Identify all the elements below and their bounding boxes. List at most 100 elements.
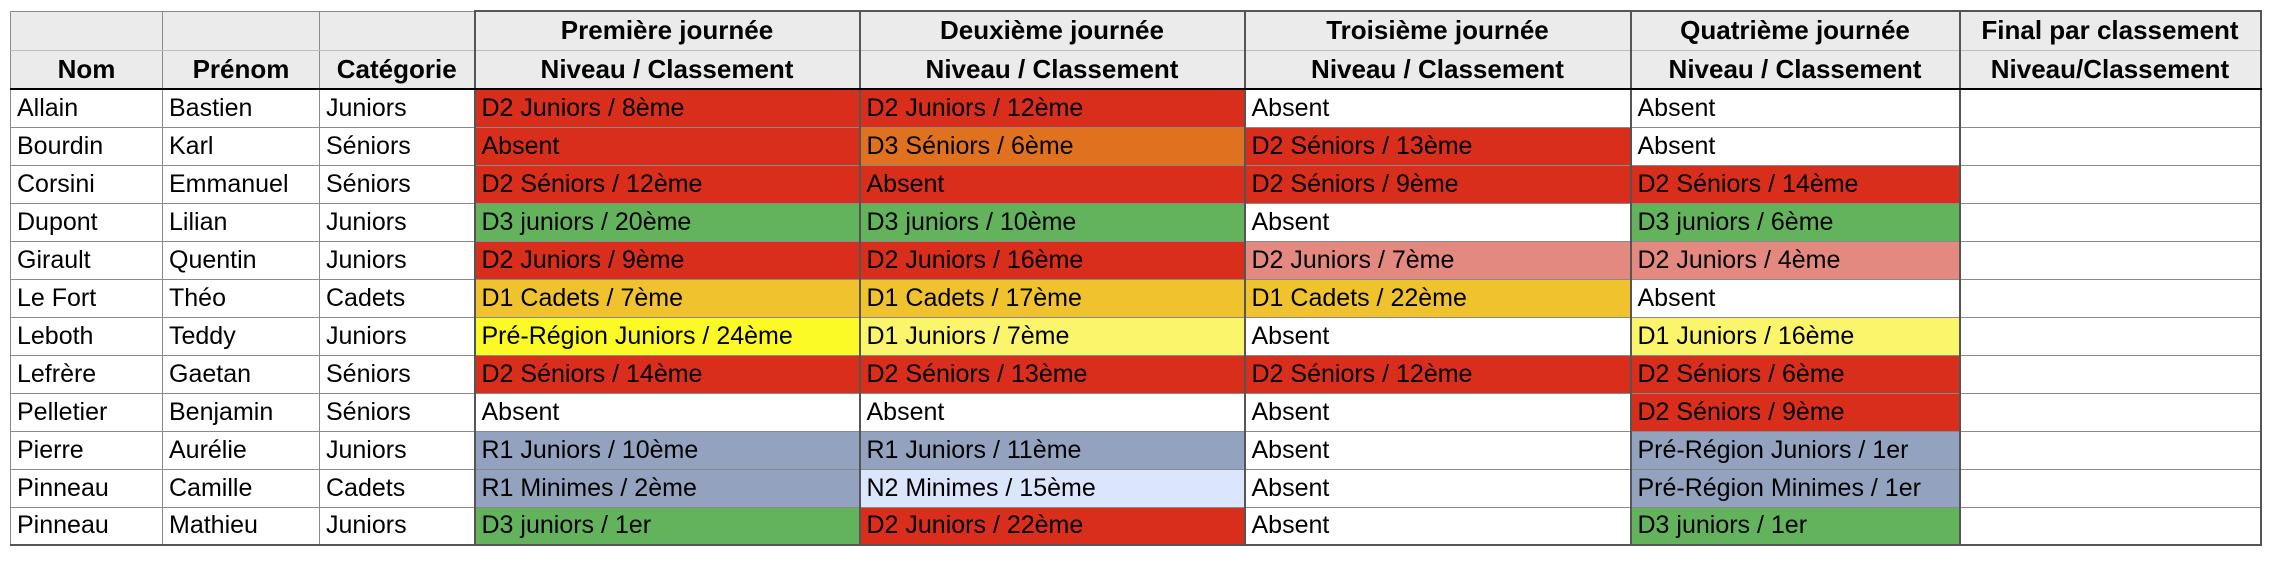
cell-journee-2[interactable]: D1 Juniors / 7ème (858, 316, 1245, 356)
cell-journee-4[interactable]: Absent (1629, 126, 1960, 166)
cell-journee-1[interactable]: Pré-Région Juniors / 24ème (473, 316, 860, 356)
header-nom[interactable]: Nom (10, 49, 163, 90)
cell-final[interactable] (1958, 240, 2262, 280)
header-niveau-classement-final[interactable]: Niveau/Classement (1958, 49, 2262, 90)
cell-journee-1[interactable]: D2 Séniors / 12ème (473, 164, 860, 204)
cell-prenom[interactable]: Aurélie (162, 430, 320, 470)
cell-journee-2[interactable]: D2 Séniors / 13ème (858, 354, 1245, 394)
cell-final[interactable] (1958, 126, 2262, 166)
cell-final[interactable] (1958, 164, 2262, 204)
cell-categorie[interactable]: Juniors (319, 202, 475, 242)
cell-nom[interactable]: Corsini (10, 164, 163, 204)
cell-journee-3[interactable]: Absent (1243, 468, 1631, 508)
cell-journee-1[interactable]: Absent (473, 392, 860, 432)
cell-journee-3[interactable]: Absent (1243, 430, 1631, 470)
cell-final[interactable] (1958, 430, 2262, 470)
cell-journee-3[interactable]: D2 Séniors / 13ème (1243, 126, 1631, 166)
cell-journee-4[interactable]: D2 Juniors / 4ème (1629, 240, 1960, 280)
cell-journee-1[interactable]: R1 Minimes / 2ème (473, 468, 860, 508)
header-troisieme-journee[interactable]: Troisième journée (1243, 10, 1631, 51)
cell-final[interactable] (1958, 316, 2262, 356)
cell-prenom[interactable]: Teddy (162, 316, 320, 356)
cell-nom[interactable]: Pinneau (10, 506, 163, 546)
cell-final[interactable] (1958, 392, 2262, 432)
cell-journee-2[interactable]: D2 Juniors / 12ème (858, 88, 1245, 128)
cell-categorie[interactable]: Juniors (319, 430, 475, 470)
cell-journee-1[interactable]: D2 Juniors / 8ème (473, 88, 860, 128)
cell-journee-4[interactable]: D1 Juniors / 16ème (1629, 316, 1960, 356)
cell-journee-3[interactable]: D2 Séniors / 9ème (1243, 164, 1631, 204)
cell-journee-4[interactable]: D2 Séniors / 14ème (1629, 164, 1960, 204)
cell-journee-2[interactable]: D3 juniors / 10ème (858, 202, 1245, 242)
cell-final[interactable] (1958, 506, 2262, 546)
cell-journee-1[interactable]: D3 juniors / 20ème (473, 202, 860, 242)
cell-final[interactable] (1958, 88, 2262, 128)
cell-journee-4[interactable]: Pré-Région Juniors / 1er (1629, 430, 1960, 470)
cell-categorie[interactable]: Séniors (319, 164, 475, 204)
cell-journee-1[interactable]: D2 Séniors / 14ème (473, 354, 860, 394)
header-niveau-classement-j3[interactable]: Niveau / Classement (1243, 49, 1631, 90)
cell-journee-2[interactable]: D1 Cadets / 17ème (858, 278, 1245, 318)
header-categorie[interactable]: Catégorie (319, 49, 475, 90)
cell-journee-3[interactable]: Absent (1243, 88, 1631, 128)
cell-categorie[interactable]: Séniors (319, 354, 475, 394)
cell-nom[interactable]: Pierre (10, 430, 163, 470)
cell-journee-2[interactable]: Absent (858, 164, 1245, 204)
cell-journee-4[interactable]: D2 Séniors / 6ème (1629, 354, 1960, 394)
cell-journee-2[interactable]: D2 Juniors / 16ème (858, 240, 1245, 280)
cell-journee-2[interactable]: Absent (858, 392, 1245, 432)
cell-nom[interactable]: Allain (10, 88, 163, 128)
cell-categorie[interactable]: Juniors (319, 316, 475, 356)
cell-prenom[interactable]: Lilian (162, 202, 320, 242)
cell-nom[interactable]: Pinneau (10, 468, 163, 508)
cell-final[interactable] (1958, 202, 2262, 242)
cell-nom[interactable]: Dupont (10, 202, 163, 242)
cell-categorie[interactable]: Cadets (319, 278, 475, 318)
cell-journee-3[interactable]: Absent (1243, 392, 1631, 432)
cell-categorie[interactable]: Juniors (319, 88, 475, 128)
header-niveau-classement-j2[interactable]: Niveau / Classement (858, 49, 1245, 90)
header-premiere-journee[interactable]: Première journée (473, 10, 860, 51)
cell-nom[interactable]: Girault (10, 240, 163, 280)
header-quatrieme-journee[interactable]: Quatrième journée (1629, 10, 1960, 51)
cell-journee-3[interactable]: Absent (1243, 202, 1631, 242)
header-blank-cell[interactable] (162, 10, 320, 51)
header-blank-cell[interactable] (319, 10, 475, 51)
cell-prenom[interactable]: Mathieu (162, 506, 320, 546)
cell-prenom[interactable]: Benjamin (162, 392, 320, 432)
cell-nom[interactable]: Lefrère (10, 354, 163, 394)
cell-journee-1[interactable]: D1 Cadets / 7ème (473, 278, 860, 318)
cell-final[interactable] (1958, 354, 2262, 394)
cell-final[interactable] (1958, 468, 2262, 508)
cell-prenom[interactable]: Camille (162, 468, 320, 508)
cell-prenom[interactable]: Quentin (162, 240, 320, 280)
cell-prenom[interactable]: Bastien (162, 88, 320, 128)
cell-journee-1[interactable]: D3 juniors / 1er (473, 506, 860, 546)
cell-prenom[interactable]: Karl (162, 126, 320, 166)
cell-journee-4[interactable]: Absent (1629, 278, 1960, 318)
header-niveau-classement-j4[interactable]: Niveau / Classement (1629, 49, 1960, 90)
cell-journee-3[interactable]: D2 Juniors / 7ème (1243, 240, 1631, 280)
cell-categorie[interactable]: Cadets (319, 468, 475, 508)
cell-journee-4[interactable]: D3 juniors / 1er (1629, 506, 1960, 546)
header-niveau-classement-j1[interactable]: Niveau / Classement (473, 49, 860, 90)
cell-journee-3[interactable]: Absent (1243, 506, 1631, 546)
cell-prenom[interactable]: Emmanuel (162, 164, 320, 204)
cell-journee-2[interactable]: D3 Séniors / 6ème (858, 126, 1245, 166)
cell-nom[interactable]: Le Fort (10, 278, 163, 318)
cell-prenom[interactable]: Théo (162, 278, 320, 318)
cell-journee-2[interactable]: R1 Juniors / 11ème (858, 430, 1245, 470)
header-final-par-classement[interactable]: Final par classement (1958, 10, 2262, 51)
cell-categorie[interactable]: Juniors (319, 240, 475, 280)
cell-journee-4[interactable]: Pré-Région Minimes / 1er (1629, 468, 1960, 508)
cell-journee-1[interactable]: Absent (473, 126, 860, 166)
cell-journee-4[interactable]: D3 juniors / 6ème (1629, 202, 1960, 242)
cell-nom[interactable]: Pelletier (10, 392, 163, 432)
cell-journee-2[interactable]: N2 Minimes / 15ème (858, 468, 1245, 508)
header-blank-cell[interactable] (10, 10, 163, 51)
cell-journee-1[interactable]: R1 Juniors / 10ème (473, 430, 860, 470)
header-prenom[interactable]: Prénom (162, 49, 320, 90)
header-deuxieme-journee[interactable]: Deuxième journée (858, 10, 1245, 51)
cell-journee-3[interactable]: Absent (1243, 316, 1631, 356)
cell-journee-2[interactable]: D2 Juniors / 22ème (858, 506, 1245, 546)
